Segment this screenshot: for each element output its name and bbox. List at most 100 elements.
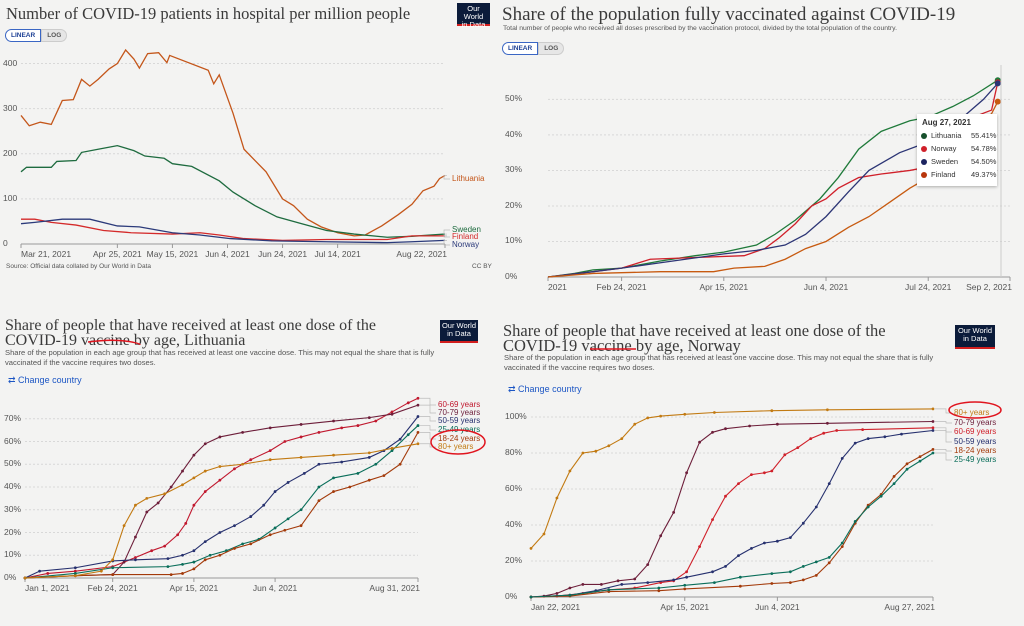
series-label[interactable]: Norway [452,240,480,249]
y-tick-label: 50% [505,93,523,104]
data-point [801,578,805,582]
series-label[interactable]: Lithuania [452,174,485,183]
data-point [879,494,883,498]
data-point [181,483,184,487]
data-point [796,446,800,449]
label-leader-line [420,425,436,431]
data-point [931,420,935,423]
tooltip-value: 54.78% [971,144,997,153]
tooltip-date: Aug 27, 2021 [922,118,971,127]
data-point [208,553,212,557]
label-leader-line [443,240,450,246]
x-tick-label: Aug 22, 2021 [396,249,447,259]
data-point [711,430,714,434]
data-point [340,426,344,430]
data-point [659,581,663,584]
norway-chart-title: Share of people that have received at le… [503,321,886,355]
data-point [416,442,420,446]
data-point [356,471,360,475]
series-label[interactable]: 50-59 years [438,416,481,425]
series-label[interactable]: 18-24 years [954,446,997,455]
series-line-50-59-years[interactable] [24,416,419,579]
data-point [233,467,236,471]
data-point [406,401,410,405]
series-line-70-79-years[interactable] [530,420,934,598]
tooltip-row: Lithuania 55.41% [917,129,997,142]
series-line-80-years[interactable] [530,408,934,549]
data-point [374,462,378,466]
data-point [672,511,676,514]
data-point [241,462,245,466]
series-line-norway[interactable] [20,218,446,244]
x-tick-label: Apr 15, 2021 [699,282,749,292]
series-line-60-69-years[interactable] [24,397,419,579]
log-scale-button[interactable]: LOG [538,42,565,55]
change-country-button[interactable]: ⇄ Change country [508,384,582,394]
series-label[interactable]: 60-69 years [438,400,481,409]
series-line-18-24-years[interactable] [24,432,419,579]
series-line-18-24-years[interactable] [530,448,934,598]
series-line-sweden[interactable] [20,144,446,238]
data-point [931,426,935,430]
series-label[interactable]: 70-79 years [954,418,997,427]
data-point [918,455,922,458]
data-point [853,520,857,523]
owid-logo[interactable]: Our World in Data [440,320,478,343]
series-label[interactable]: 60-69 years [954,427,997,436]
series-label[interactable]: 80+ years [954,408,990,417]
data-point [416,431,420,434]
change-country-button[interactable]: ⇄ Change country [8,375,82,385]
linear-scale-button[interactable]: LINEAR [502,42,539,55]
series-label[interactable]: 80+ years [438,442,474,451]
data-point [738,575,742,579]
data-point [724,494,727,498]
log-scale-button[interactable]: LOG [41,29,68,42]
series-line-25-49-years[interactable] [24,425,419,579]
series-label[interactable]: Sweden [452,225,481,234]
data-point [390,449,394,452]
linear-scale-button[interactable]: LINEAR [5,29,42,42]
data-point [646,581,650,584]
data-point [268,458,272,462]
data-point [317,462,321,466]
owid-logo[interactable]: Our World in Data [955,325,995,349]
series-label[interactable]: Finland [452,232,479,241]
data-point [390,410,394,414]
data-point [711,518,714,521]
x-tick-label: Sep 2, 2021 [966,282,1012,292]
y-tick-label: 20% [4,526,22,537]
vaccinated-scale-toggle: LINEAR LOG [502,42,565,55]
series-line-lithuania[interactable] [20,48,446,237]
data-point [633,577,637,581]
series-label[interactable]: 70-79 years [438,408,481,417]
data-point [73,566,77,570]
data-point [122,524,126,528]
series-label[interactable]: 25-49 years [954,455,997,464]
series-line-25-49-years[interactable] [530,452,934,598]
data-point [770,409,774,413]
data-point [203,558,207,562]
data-point [367,478,371,482]
series-line-finland[interactable] [21,218,445,242]
data-point [317,485,321,489]
data-point [273,490,277,493]
x-tick-label: Apr 25, 2021 [93,249,142,259]
data-point [750,473,753,476]
tooltip-row: Norway 54.78% [917,142,997,155]
data-point [814,574,818,577]
owid-logo[interactable]: Our World in Data [457,3,490,29]
series-label[interactable]: 50-59 years [954,437,997,446]
series-line-50-59-years[interactable] [530,429,934,598]
lithuania-chart-subtitle: Share of the population in each age grou… [5,348,435,367]
data-point [788,570,792,574]
data-point [73,574,77,578]
data-point [283,440,287,443]
label-leader-line [935,421,952,424]
data-point [181,469,184,473]
label-leader-line [420,416,436,422]
series-label[interactable]: 25-49 years [438,425,481,434]
license-link[interactable]: CC BY [472,263,492,270]
logo-text: Our World [957,326,993,335]
data-point [840,457,844,460]
